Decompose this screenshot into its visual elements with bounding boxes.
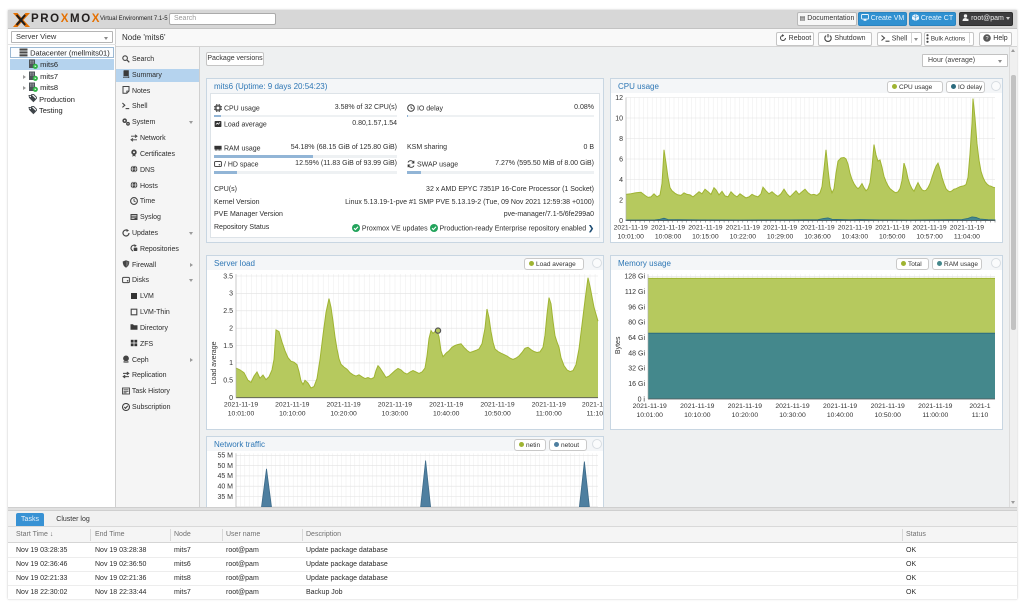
- svg-text:0.5: 0.5: [223, 378, 233, 385]
- svg-text:10:30:00: 10:30:00: [779, 412, 806, 419]
- svg-text:0: 0: [229, 395, 233, 402]
- svg-text:32 Gi: 32 Gi: [628, 366, 645, 373]
- svg-text:55 M: 55 M: [217, 453, 233, 460]
- svg-text:6: 6: [619, 156, 623, 163]
- svg-text:10:01:00: 10:01:00: [636, 412, 663, 419]
- svg-text:10:40:00: 10:40:00: [433, 411, 460, 418]
- svg-text:2021-11-19: 2021-11-19: [378, 402, 412, 409]
- svg-text:40 M: 40 M: [217, 484, 233, 491]
- svg-text:2021-11-19: 2021-11-19: [480, 402, 514, 409]
- svg-text:16 Gi: 16 Gi: [628, 381, 645, 388]
- svg-text:45 M: 45 M: [217, 473, 233, 480]
- svg-text:2021-11-19: 2021-11-19: [532, 402, 566, 409]
- svg-text:48 Gi: 48 Gi: [628, 350, 645, 357]
- svg-text:2: 2: [229, 326, 233, 333]
- svg-text:10:29:00: 10:29:00: [767, 234, 794, 241]
- svg-text:4: 4: [619, 177, 623, 184]
- svg-text:10:50:00: 10:50:00: [874, 412, 901, 419]
- svg-text:2021-11-19: 2021-11-19: [275, 402, 309, 409]
- svg-text:10:01:00: 10:01:00: [228, 411, 255, 418]
- svg-text:10:10:00: 10:10:00: [279, 411, 306, 418]
- svg-text:2021-11-19: 2021-11-19: [680, 403, 714, 410]
- svg-text:96 Gi: 96 Gi: [628, 304, 645, 311]
- svg-text:2021-11-19: 2021-11-19: [875, 225, 909, 232]
- svg-text:10:43:00: 10:43:00: [842, 234, 869, 241]
- svg-text:2021-11-19: 2021-11-19: [823, 403, 857, 410]
- svg-text:10:40:00: 10:40:00: [827, 412, 854, 419]
- svg-text:2: 2: [619, 197, 623, 204]
- svg-text:0 i: 0 i: [638, 396, 646, 403]
- svg-text:2021-11-19: 2021-11-19: [950, 225, 984, 232]
- svg-text:10:20:00: 10:20:00: [330, 411, 357, 418]
- svg-text:10:10:00: 10:10:00: [684, 412, 711, 419]
- svg-text:8: 8: [619, 136, 623, 143]
- svg-text:2021-11-19: 2021-11-19: [614, 225, 648, 232]
- svg-text:2021-11-19: 2021-11-19: [728, 403, 762, 410]
- svg-text:10:30:00: 10:30:00: [382, 411, 409, 418]
- svg-text:2021-11-19: 2021-11-19: [763, 225, 797, 232]
- svg-text:50 M: 50 M: [217, 463, 233, 470]
- svg-text:2021-1: 2021-1: [582, 402, 603, 409]
- svg-text:2021-11-19: 2021-11-19: [633, 403, 667, 410]
- svg-text:2021-11-19: 2021-11-19: [688, 225, 722, 232]
- svg-text:1: 1: [229, 360, 233, 367]
- svg-text:80 Gi: 80 Gi: [628, 320, 645, 327]
- svg-text:2021-11-19: 2021-11-19: [775, 403, 809, 410]
- svg-text:11:10: 11:10: [586, 411, 603, 418]
- svg-text:10:36:00: 10:36:00: [804, 234, 831, 241]
- svg-text:2021-11-19: 2021-11-19: [429, 402, 463, 409]
- svg-text:2.5: 2.5: [223, 308, 233, 315]
- svg-text:10:50:00: 10:50:00: [879, 234, 906, 241]
- svg-text:2021-11-19: 2021-11-19: [912, 225, 946, 232]
- svg-text:1.5: 1.5: [223, 343, 233, 350]
- svg-text:10:22:00: 10:22:00: [730, 234, 757, 241]
- svg-text:2021-11-19: 2021-11-19: [838, 225, 872, 232]
- svg-text:12: 12: [615, 95, 623, 102]
- svg-text:11:04:00: 11:04:00: [954, 234, 980, 241]
- svg-text:11:10: 11:10: [972, 412, 989, 419]
- svg-text:10:08:00: 10:08:00: [655, 234, 682, 241]
- svg-text:64 Gi: 64 Gi: [628, 335, 645, 342]
- svg-text:128 Gi: 128 Gi: [624, 274, 645, 281]
- svg-text:0: 0: [619, 218, 623, 225]
- svg-text:3: 3: [229, 291, 233, 298]
- svg-text:2021-11-19: 2021-11-19: [224, 402, 258, 409]
- svg-text:2021-1: 2021-1: [969, 403, 990, 410]
- svg-text:Bytes: Bytes: [615, 336, 622, 354]
- svg-text:10:01:00: 10:01:00: [617, 234, 644, 241]
- svg-text:10:57:00: 10:57:00: [916, 234, 943, 241]
- svg-text:10:50:00: 10:50:00: [484, 411, 511, 418]
- svg-text:10:15:00: 10:15:00: [692, 234, 719, 241]
- svg-text:2021-11-19: 2021-11-19: [800, 225, 834, 232]
- svg-text:10: 10: [615, 115, 623, 122]
- svg-text:2021-11-19: 2021-11-19: [918, 403, 952, 410]
- svg-text:35 M: 35 M: [217, 494, 233, 501]
- svg-text:11:00:00: 11:00:00: [922, 412, 948, 419]
- svg-text:10:20:00: 10:20:00: [732, 412, 759, 419]
- svg-text:Load average: Load average: [211, 341, 218, 384]
- svg-text:2021-11-19: 2021-11-19: [871, 403, 905, 410]
- svg-text:2021-11-19: 2021-11-19: [651, 225, 685, 232]
- svg-text:?: ?: [986, 36, 989, 42]
- svg-text:2021-11-19: 2021-11-19: [726, 225, 760, 232]
- svg-text:11:00:00: 11:00:00: [536, 411, 562, 418]
- svg-text:112 Gi: 112 Gi: [625, 289, 646, 296]
- svg-text:3.5: 3.5: [223, 273, 233, 280]
- svg-text:2021-11-19: 2021-11-19: [326, 402, 360, 409]
